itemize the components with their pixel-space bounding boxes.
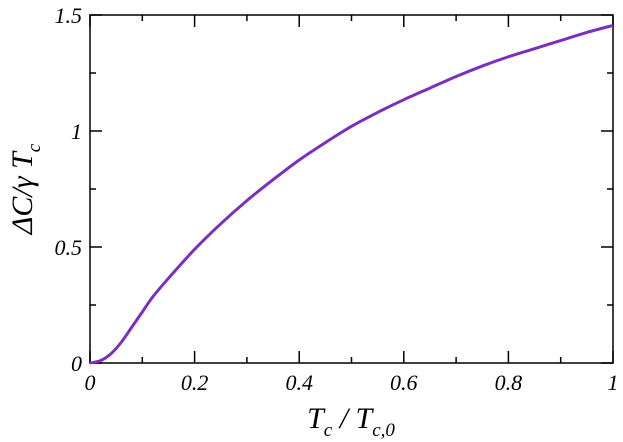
y-axis-label: ΔC/γ Tc bbox=[6, 143, 45, 235]
series-layer bbox=[89, 23, 614, 365]
plot-frame bbox=[89, 14, 614, 364]
x-tick-label: 0 bbox=[85, 370, 96, 395]
y-tick-label: 1 bbox=[71, 119, 82, 144]
x-axis-label: Tc / Tc,0 bbox=[307, 402, 395, 441]
series-line bbox=[89, 23, 614, 365]
x-tick-label: 1 bbox=[608, 370, 619, 395]
x-tick-label: 0.6 bbox=[390, 370, 418, 395]
x-tick-label: 0.8 bbox=[495, 370, 523, 395]
x-tick-label: 0.2 bbox=[181, 370, 209, 395]
y-tick-label: 1.5 bbox=[55, 3, 83, 28]
tick-labels: 0 0.2 0.4 0.6 0.8 1 0 0.5 1 1.5 bbox=[55, 3, 619, 395]
x-tick-label: 0.4 bbox=[285, 370, 313, 395]
y-tick-label: 0.5 bbox=[55, 235, 83, 260]
y-tick-label: 0 bbox=[71, 351, 82, 376]
axis-ticks bbox=[89, 14, 614, 364]
